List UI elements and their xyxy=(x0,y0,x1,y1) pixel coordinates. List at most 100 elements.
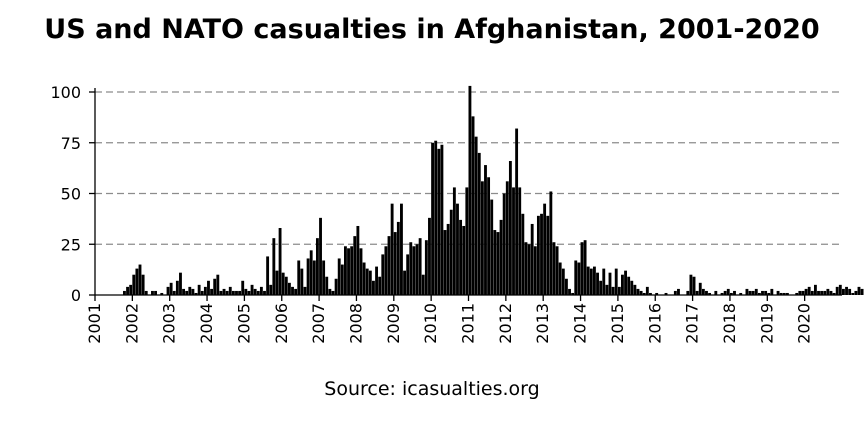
bar xyxy=(275,270,279,295)
bar xyxy=(390,203,394,295)
x-tick-label: 2005 xyxy=(234,303,253,344)
bar xyxy=(692,276,696,295)
x-tick-label: 2010 xyxy=(421,303,440,344)
bar xyxy=(431,142,435,295)
bar xyxy=(782,292,786,295)
bar xyxy=(141,274,145,295)
bar xyxy=(415,244,419,295)
bar xyxy=(362,262,366,295)
bar xyxy=(372,280,375,295)
bar xyxy=(499,219,503,295)
x-tick-label: 2003 xyxy=(160,303,179,344)
bar xyxy=(677,288,680,295)
bar xyxy=(315,238,319,295)
y-tick-label: 100 xyxy=(50,83,81,102)
bar xyxy=(515,128,519,295)
bar xyxy=(583,240,587,295)
bar xyxy=(720,292,724,295)
bar xyxy=(530,223,534,295)
bar xyxy=(733,290,736,295)
bar xyxy=(823,290,827,295)
bar xyxy=(810,290,814,295)
bar xyxy=(123,290,126,295)
bar xyxy=(633,284,637,295)
bar xyxy=(250,284,254,295)
bar xyxy=(188,286,192,295)
bar xyxy=(574,260,578,295)
bar xyxy=(409,242,413,295)
bar xyxy=(564,278,568,295)
bar xyxy=(337,258,341,295)
bar xyxy=(490,199,494,295)
bar xyxy=(459,219,463,295)
bar xyxy=(384,246,388,295)
x-tick-label: 2020 xyxy=(795,303,814,344)
bar xyxy=(300,268,304,295)
bar xyxy=(294,288,298,295)
bar xyxy=(826,288,830,295)
bar xyxy=(284,276,288,295)
bar xyxy=(673,290,677,295)
bar xyxy=(645,286,649,295)
bar xyxy=(281,272,285,295)
bar xyxy=(605,284,609,295)
bar xyxy=(182,288,186,295)
bar xyxy=(266,256,270,295)
bar xyxy=(421,274,425,295)
bar xyxy=(714,290,718,295)
bar xyxy=(611,286,615,295)
bar xyxy=(325,276,329,295)
bar xyxy=(312,260,316,295)
x-tick-label: 2009 xyxy=(384,303,403,344)
bar xyxy=(219,290,223,295)
bar xyxy=(589,268,593,295)
bar xyxy=(798,290,802,295)
bar xyxy=(456,203,459,295)
bar xyxy=(253,288,257,295)
bar xyxy=(577,262,581,295)
bar xyxy=(518,187,522,295)
bar xyxy=(586,266,590,295)
bar xyxy=(854,290,858,295)
tick-labels: 0 25 50 75 100 2001 2002 2003 2004 2005 2006 2007 20… xyxy=(50,83,813,344)
bar xyxy=(480,181,484,295)
x-tick-label: 2019 xyxy=(757,303,776,344)
bar xyxy=(138,264,142,295)
bar xyxy=(795,292,799,295)
bar xyxy=(200,290,204,295)
bar xyxy=(524,242,528,295)
bar xyxy=(484,165,487,295)
bar xyxy=(225,290,229,295)
bar xyxy=(785,292,789,295)
bar xyxy=(328,288,332,295)
bar xyxy=(154,290,157,295)
bar xyxy=(259,286,263,295)
bar xyxy=(166,286,170,295)
bar xyxy=(757,292,761,295)
bar xyxy=(359,248,363,295)
bar xyxy=(197,284,201,295)
bar xyxy=(368,270,372,295)
bar xyxy=(593,266,596,295)
bar xyxy=(213,278,217,295)
bar xyxy=(477,152,481,295)
bar xyxy=(801,290,805,295)
bar xyxy=(179,272,182,295)
bar xyxy=(860,288,864,295)
bar xyxy=(424,240,428,295)
bar xyxy=(403,270,406,295)
bar xyxy=(375,266,378,295)
bar xyxy=(617,286,621,295)
bar xyxy=(418,238,422,295)
bar xyxy=(381,254,385,295)
chart-source: Source: icasualties.org xyxy=(324,378,540,400)
bar xyxy=(228,286,232,295)
bar xyxy=(708,292,712,295)
bar xyxy=(521,213,525,295)
bar xyxy=(558,262,562,295)
bar xyxy=(216,274,220,295)
bar xyxy=(340,264,344,295)
bar xyxy=(621,274,624,295)
bar xyxy=(235,290,238,295)
